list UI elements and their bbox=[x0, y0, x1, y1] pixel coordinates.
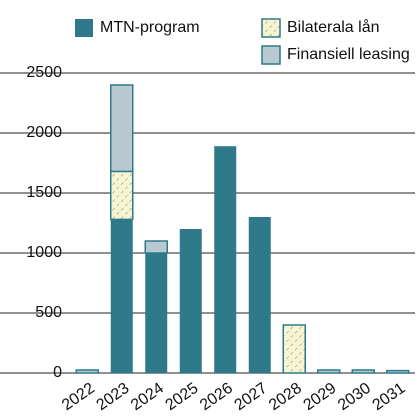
x-tick-label: 2029 bbox=[301, 380, 340, 414]
bar-segment bbox=[144, 240, 168, 254]
x-tick-label: 2027 bbox=[232, 380, 271, 414]
bar-segment bbox=[110, 219, 133, 373]
x-tick-label: 2031 bbox=[370, 380, 409, 414]
legend-swatch bbox=[75, 19, 93, 37]
bar-segment bbox=[248, 217, 271, 373]
legend-swatch bbox=[261, 18, 281, 38]
bar-segment bbox=[317, 369, 341, 374]
bar-segment bbox=[110, 170, 134, 221]
bar-segment bbox=[145, 253, 168, 373]
x-tick-label: 2023 bbox=[94, 380, 133, 414]
x-tick-label: 2028 bbox=[266, 380, 305, 414]
legend-swatch bbox=[261, 45, 281, 65]
x-tick-label: 2022 bbox=[59, 380, 98, 414]
legend-label: Bilaterala lån bbox=[287, 18, 380, 36]
x-tick-label: 2025 bbox=[163, 380, 202, 414]
x-tick-label: 2024 bbox=[128, 380, 167, 414]
bar-segment bbox=[75, 369, 99, 374]
legend-label: MTN-program bbox=[100, 19, 200, 36]
bar-segment bbox=[214, 146, 237, 373]
bar-segment bbox=[282, 324, 306, 374]
bar-segment bbox=[179, 229, 202, 373]
bar-segment bbox=[351, 369, 375, 374]
bar-segment bbox=[110, 84, 134, 173]
x-tick-label: 2030 bbox=[335, 380, 374, 414]
x-tick-label: 2026 bbox=[197, 380, 236, 414]
legend-label: Finansiell leasing bbox=[287, 46, 410, 63]
bar-segment bbox=[386, 369, 410, 374]
